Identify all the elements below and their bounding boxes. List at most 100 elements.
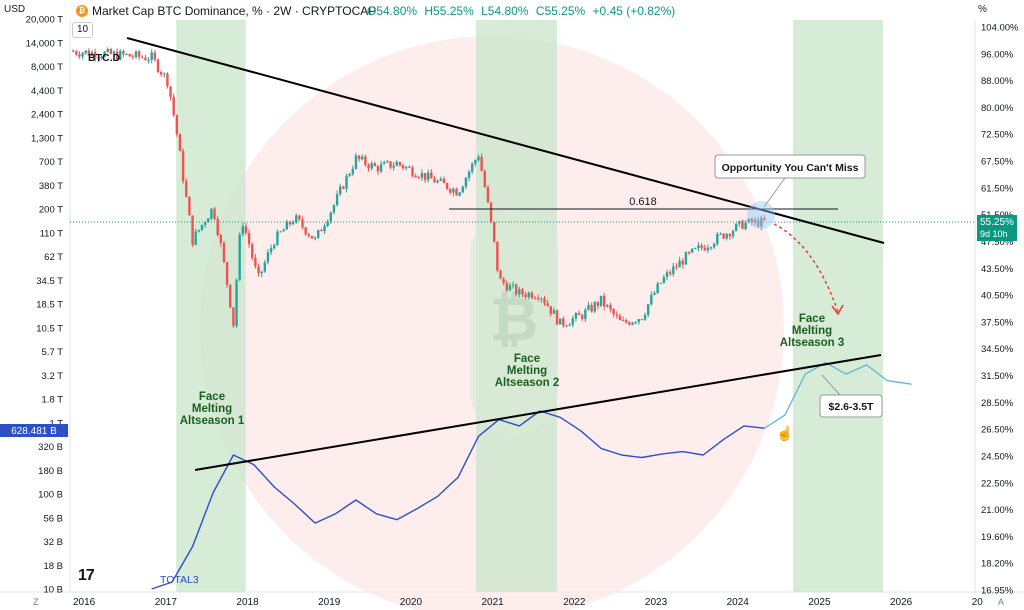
left-tick-label: 10 B [43,585,63,596]
candle-body [354,155,358,169]
candle-body [640,319,644,321]
candle-body [596,302,600,307]
time-tick-label: 2017 [155,597,178,608]
candle-body [744,222,747,229]
candle-body [244,226,248,233]
candle-body [219,235,223,243]
candle-body [389,161,392,168]
candle-body [471,163,474,172]
candle-body [697,245,700,249]
candle-body [197,229,201,232]
candle-body [235,279,238,326]
low-value: L54.80% [481,4,529,18]
candle-body [628,322,631,325]
candle-body [700,245,703,248]
candle-body [263,262,267,272]
right-axis-bg [975,20,1024,592]
time-tick-label: 2025 [808,597,831,608]
tradingview-logo: 17 [78,567,95,584]
left-tick-label: 8,000 T [31,62,63,73]
candle-body [273,245,276,249]
candle-body [521,289,524,295]
candle-body [599,295,603,307]
projection-arrow [773,223,839,313]
candle-body [574,313,578,319]
candle-body [624,320,628,323]
left-tick-label: 10.5 T [36,323,63,334]
candle-body [559,318,562,325]
interval-box[interactable]: 10 [72,22,94,38]
right-tick-label: 88.00% [981,76,1014,87]
candle-body [373,163,377,167]
candle-body [577,313,581,315]
total3-projection-line [764,361,912,429]
right-tick-label: 43.50% [981,264,1014,275]
left-tick-label: 20,000 T [26,15,64,26]
chart-title: Market Cap BTC Dominance, % · 2W · CRYPT… [92,4,377,18]
bitcoin-coin-icon: ₿ [76,5,88,17]
candle-body [549,306,552,314]
right-tick-label: 72.50% [981,130,1014,141]
candle-body [357,155,361,160]
candle-body [112,51,116,54]
close-value: C55.25% [535,4,586,18]
watermark-pill [470,210,558,435]
candle-body [634,322,637,324]
candle-body [668,272,672,274]
left-tick-label: 2,400 T [31,110,63,121]
candle-body [427,172,430,180]
candle-body [229,284,232,308]
right-tick-label: 96.00% [981,49,1014,60]
candle-body [345,175,348,189]
left-current-label-bg [0,424,68,437]
candle-body [225,262,229,285]
left-tick-label: 1 T [49,418,63,429]
candle-body [423,173,427,180]
candle-body [763,217,766,221]
candle-body [665,272,669,278]
candle-body [301,219,304,228]
candle-body [376,166,380,172]
candle-body [122,50,125,55]
right-tick-label: 16.95% [981,586,1014,597]
left-current-label: 628.481 B [11,426,57,437]
candle-body [207,218,210,223]
candle-body [499,270,502,279]
candle-body [367,164,370,169]
candle-body [222,242,226,263]
callout-top-pointer [763,177,786,208]
candle-body [584,309,587,320]
altseason-3-label: Altseason 3 [780,337,845,349]
candle-body [722,233,725,239]
candle-body [653,293,656,295]
candle-body [348,173,351,176]
callout-top-box [714,154,866,179]
left-tick-label: 1,300 T [31,133,63,144]
candle-body [493,221,496,242]
candle-body [565,325,568,327]
high-value: H55.25% [424,4,474,18]
candle-body [524,294,527,298]
left-tick-label: 180 B [38,466,63,477]
candle-body [436,180,439,183]
candle-body [461,186,464,193]
candle-body [496,241,499,271]
right-current-label: 55.25% [980,217,1014,228]
candle-body [445,183,449,189]
callout-top-text: Opportunity You Can't Miss [722,162,859,174]
btcd-candles [71,47,766,329]
candle-body [580,314,584,320]
candle-body [241,226,245,235]
candle-body [90,52,94,56]
candle-body [163,73,166,75]
time-tick-label: 2020 [400,597,423,608]
candle-body [291,222,295,225]
right-tick-label: 40.50% [981,291,1014,302]
candle-body [511,284,515,286]
candle-body [119,50,122,60]
candle-body [725,233,728,239]
candle-body [295,215,298,223]
symbol-box[interactable]: USD [4,4,26,15]
candle-body [313,237,317,239]
right-tick-label: 47.50% [981,237,1014,248]
